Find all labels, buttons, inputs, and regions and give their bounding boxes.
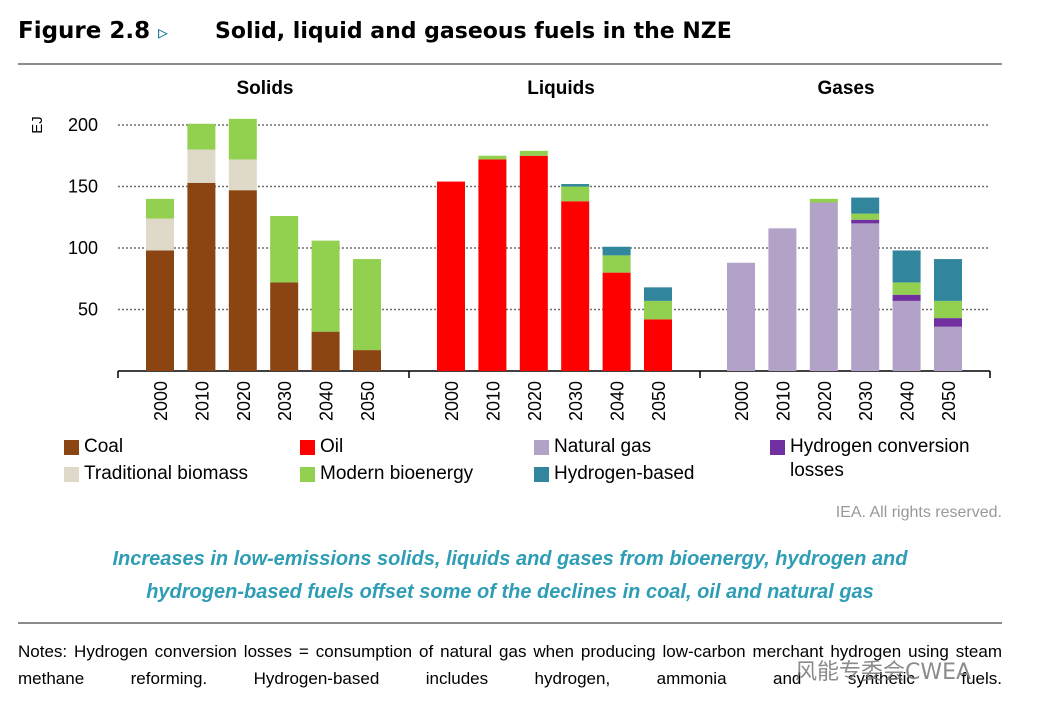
x-tick-label-liquids-2040: 2040 — [608, 381, 628, 421]
bar-solids-2040-coal — [311, 331, 340, 371]
x-tick-label-liquids-2030: 2030 — [566, 381, 586, 421]
x-tick-label-liquids-2000: 2000 — [442, 381, 462, 421]
bar-solids-2030-coal — [270, 282, 299, 371]
y-tick-label-200: 200 — [68, 115, 98, 135]
y-tick-label-150: 150 — [68, 177, 98, 197]
bar-solids-2010-traditional-biomass — [187, 149, 216, 183]
legend-label-modern-bioenergy: Modern bioenergy — [320, 463, 474, 484]
legend-label-coal: Coal — [84, 436, 124, 457]
legend-swatch-hydrogen-conversion-losses — [770, 440, 785, 455]
bar-gases-2040-hydrogen-conversion-losses — [892, 294, 921, 301]
bar-liquids-2040-hydrogen-based — [602, 246, 631, 256]
subtitle-line-1: Increases in low-emissions solids, liqui… — [112, 548, 908, 570]
bar-gases-2050-modern-bioenergy — [934, 300, 962, 319]
x-tick-label-liquids-2010: 2010 — [483, 381, 503, 421]
bottom-rule — [18, 622, 1002, 624]
bar-gases-2010-natural-gas — [768, 228, 797, 371]
bar-liquids-2030-hydrogen-based — [561, 184, 590, 187]
x-tick-label-solids-2000: 2000 — [151, 381, 171, 421]
bar-liquids-2030-oil — [561, 201, 590, 371]
legend-label-hydrogen-conversion-losses-line2: losses — [790, 460, 844, 481]
figure-caption: Solid, liquid and gaseous fuels in the N… — [215, 19, 732, 44]
bar-gases-2050-natural-gas — [934, 326, 962, 371]
top-rule — [18, 63, 1002, 65]
bar-liquids-2040-oil — [602, 272, 631, 371]
subtitle-line-2: hydrogen-based fuels offset some of the … — [146, 581, 874, 603]
legend-label-traditional-biomass: Traditional biomass — [84, 463, 249, 484]
x-tick-label-liquids-2020: 2020 — [525, 381, 545, 421]
bar-gases-2040-natural-gas — [892, 300, 921, 371]
bar-solids-2000-coal — [146, 250, 174, 371]
bar-solids-2000-modern-bioenergy — [146, 198, 174, 219]
bar-gases-2050-hydrogen-based — [934, 259, 962, 301]
bar-solids-2020-traditional-biomass — [228, 159, 257, 191]
figure-label: Figure 2.8 — [18, 18, 151, 44]
legend-swatch-hydrogen-based — [534, 467, 549, 482]
legend-swatch-modern-bioenergy — [300, 467, 315, 482]
x-tick-label-solids-2020: 2020 — [234, 381, 254, 421]
bar-gases-2020-modern-bioenergy — [809, 198, 838, 203]
bar-liquids-2010-oil — [478, 159, 507, 371]
bar-solids-2020-coal — [228, 190, 257, 371]
legend-label-natural-gas: Natural gas — [554, 436, 652, 457]
credit-text: IEA. All rights reserved. — [835, 504, 1002, 521]
bar-liquids-2030-modern-bioenergy — [561, 186, 590, 202]
panel-title-liquids: Liquids — [527, 78, 595, 99]
bar-liquids-2050-modern-bioenergy — [644, 300, 672, 320]
bar-solids-2040-modern-bioenergy — [311, 240, 340, 332]
panel-title-gases: Gases — [817, 78, 874, 99]
bar-liquids-2040-modern-bioenergy — [602, 255, 631, 273]
y-axis-label: EJ — [29, 116, 46, 134]
bar-gases-2040-hydrogen-based — [892, 250, 921, 283]
bar-gases-2030-natural-gas — [851, 223, 880, 371]
bar-liquids-2020-oil — [519, 155, 548, 371]
bar-gases-2030-hydrogen-conversion-losses — [851, 219, 880, 224]
bar-solids-2010-modern-bioenergy — [187, 123, 216, 150]
legend-swatch-oil — [300, 440, 315, 455]
x-tick-label-liquids-2050: 2050 — [649, 381, 669, 421]
x-tick-label-gases-2040: 2040 — [898, 381, 918, 421]
x-tick-label-solids-2010: 2010 — [192, 381, 212, 421]
bar-liquids-2020-modern-bioenergy — [519, 150, 548, 156]
bar-solids-2050-coal — [353, 350, 381, 371]
legend-label-hydrogen-conversion-losses: Hydrogen conversion — [790, 436, 970, 457]
figure-arrow-icon: ▹ — [158, 22, 169, 44]
bar-solids-2030-modern-bioenergy — [270, 216, 299, 283]
watermark: 风能专委会CWEA — [795, 660, 972, 685]
x-tick-label-gases-2000: 2000 — [732, 381, 752, 421]
bar-liquids-2010-modern-bioenergy — [478, 155, 507, 160]
x-tick-label-solids-2030: 2030 — [275, 381, 295, 421]
bar-liquids-2050-oil — [644, 319, 672, 371]
y-tick-label-100: 100 — [68, 238, 98, 258]
x-tick-label-gases-2050: 2050 — [939, 381, 959, 421]
bar-solids-2020-modern-bioenergy — [228, 118, 257, 160]
legend-label-oil: Oil — [320, 436, 344, 457]
bar-gases-2020-natural-gas — [809, 202, 838, 371]
bar-liquids-2000-oil — [437, 181, 465, 371]
bar-gases-2030-modern-bioenergy — [851, 213, 880, 220]
notes-text: Notes: Hydrogen conversion losses = cons… — [18, 642, 1002, 688]
x-tick-label-gases-2020: 2020 — [815, 381, 835, 421]
stacked-bar-chart: 50 100 150 200 EJ Solids 2000 2010 2020 2030 2040 2… — [29, 78, 991, 421]
x-tick-label-gases-2010: 2010 — [773, 381, 793, 421]
x-tick-label-gases-2030: 2030 — [856, 381, 876, 421]
bar-gases-2030-hydrogen-based — [851, 197, 880, 214]
bar-gases-2040-modern-bioenergy — [892, 282, 921, 295]
x-tick-label-solids-2050: 2050 — [358, 381, 378, 421]
legend-swatch-coal — [64, 440, 79, 455]
bar-solids-2010-coal — [187, 182, 216, 371]
bar-gases-2050-hydrogen-conversion-losses — [934, 318, 962, 327]
legend-swatch-traditional-biomass — [64, 467, 79, 482]
bar-solids-2050-modern-bioenergy — [353, 259, 381, 351]
bar-gases-2000-natural-gas — [727, 262, 755, 371]
y-tick-label-50: 50 — [78, 300, 98, 320]
panel-title-solids: Solids — [236, 78, 293, 99]
x-tick-label-solids-2040: 2040 — [317, 381, 337, 421]
bar-liquids-2050-hydrogen-based — [644, 287, 672, 301]
legend-label-hydrogen-based: Hydrogen-based — [554, 463, 695, 484]
bar-solids-2000-traditional-biomass — [146, 218, 174, 251]
legend-swatch-natural-gas — [534, 440, 549, 455]
